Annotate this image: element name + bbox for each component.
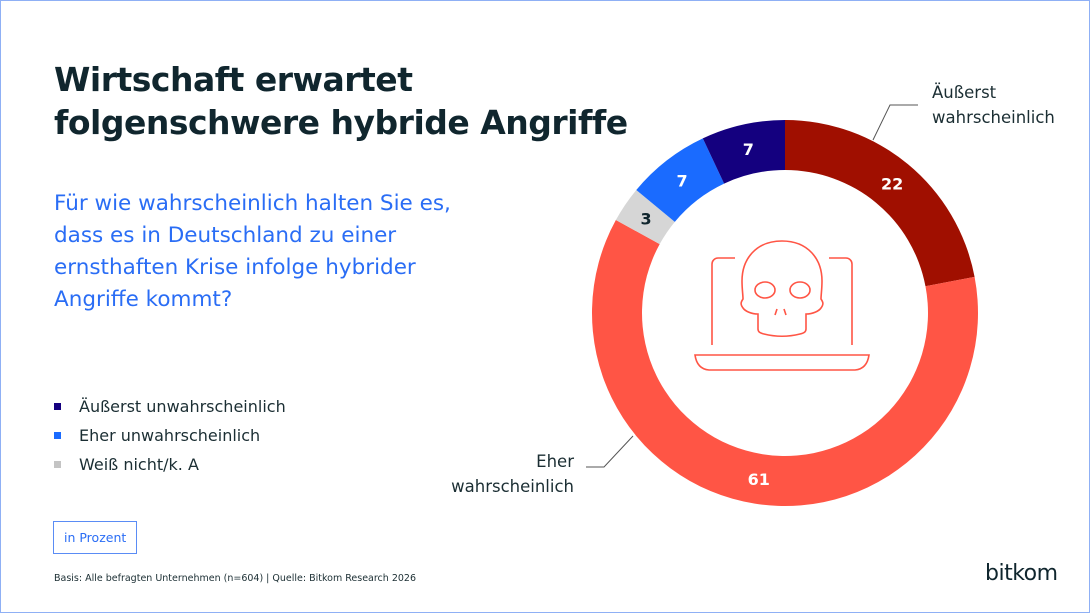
donut-slice	[785, 120, 975, 287]
legend-item: Äußerst unwahrscheinlich	[54, 392, 286, 421]
legend-swatch	[54, 432, 61, 439]
legend-item: Weiß nicht/k. A	[54, 450, 286, 479]
donut-slice	[591, 220, 978, 507]
legend-item: Eher unwahrscheinlich	[54, 421, 286, 450]
legend-label: Eher unwahrscheinlich	[79, 426, 261, 445]
slice-value-label: 3	[640, 210, 651, 229]
legend-label: Äußerst unwahrscheinlich	[79, 397, 286, 416]
page-title: Wirtschaft erwartet folgenschwere hybrid…	[54, 58, 628, 144]
callout-label: wahrscheinlich	[451, 477, 574, 496]
donut-slice	[702, 120, 785, 184]
slice-value-label: 7	[676, 171, 687, 190]
legend-swatch	[54, 403, 61, 410]
legend: Äußerst unwahrscheinlich Eher unwahrsche…	[54, 392, 286, 479]
laptop-skull-icon	[694, 240, 870, 371]
callout-label: Äußerst	[932, 83, 997, 102]
unit-badge: in Prozent	[53, 521, 138, 554]
callout-label: Eher	[536, 452, 574, 471]
slice-value-label: 22	[881, 175, 903, 194]
survey-question: Für wie wahrscheinlich halten Sie es, da…	[54, 191, 451, 312]
slice-value-label: 61	[748, 470, 770, 489]
title-line-2: folgenschwere hybride Angriffe	[54, 103, 628, 142]
bitkom-logo: bitkom	[985, 561, 1058, 586]
callout-line	[872, 104, 918, 141]
callout-label: wahrscheinlich	[932, 108, 1055, 127]
slice-value-label: 7	[743, 140, 754, 159]
title-line-1: Wirtschaft erwartet	[54, 60, 413, 99]
donut-slice	[615, 189, 675, 245]
legend-label: Weiß nicht/k. A	[79, 455, 199, 474]
source-footer: Basis: Alle befragten Unternehmen (n=604…	[54, 573, 416, 584]
legend-swatch	[54, 461, 61, 468]
callout-line	[586, 435, 634, 468]
donut-slice	[636, 138, 725, 222]
